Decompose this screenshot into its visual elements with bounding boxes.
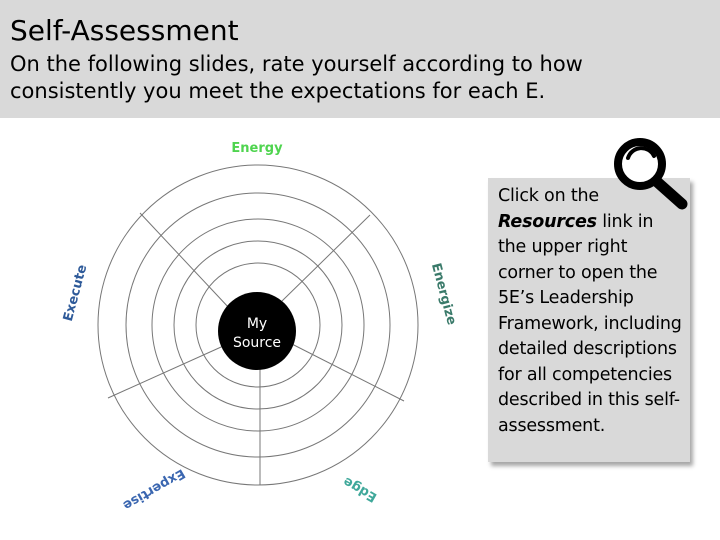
wheel-center: My Source: [218, 292, 296, 370]
segment-label-execute: Execute: [61, 263, 91, 323]
info-text-before: Click on the: [498, 186, 599, 206]
resources-link-mention: Resources: [498, 211, 597, 232]
magnifying-glass-icon: [614, 138, 688, 210]
segment-label-edge: Edge: [341, 473, 380, 504]
center-label-line2: Source: [233, 335, 281, 351]
wheel-rings: [97, 164, 419, 486]
slide-subtitle: On the following slides, rate yourself a…: [10, 52, 583, 103]
resources-info-box: Click on the Resources link in the upper…: [488, 178, 690, 462]
wheel-ring: [97, 164, 419, 486]
wheel-divider: [285, 340, 405, 402]
slide-header: Self-Assessment On the following slides,…: [0, 0, 720, 118]
wheel-ring: [195, 262, 321, 388]
segment-label-energy: Energy: [231, 141, 283, 156]
info-text-after: link in the upper right corner to open t…: [498, 211, 682, 436]
wheel-ring: [125, 192, 391, 458]
wheel-dividers: [107, 212, 405, 485]
center-label-line1: My: [247, 316, 267, 332]
segment-label-energize: Energize: [428, 261, 459, 326]
wheel-divider: [107, 342, 231, 399]
source-wheel-diagram: My Source Energy Energize Edge Expertise…: [61, 141, 459, 513]
slide-title: Self-Assessment: [10, 14, 239, 47]
segment-label-expertise: Expertise: [120, 465, 187, 513]
wheel-divider: [139, 212, 231, 310]
wheel-ring: [151, 218, 365, 432]
wheel-divider: [281, 214, 371, 302]
wheel-ring: [173, 240, 343, 410]
